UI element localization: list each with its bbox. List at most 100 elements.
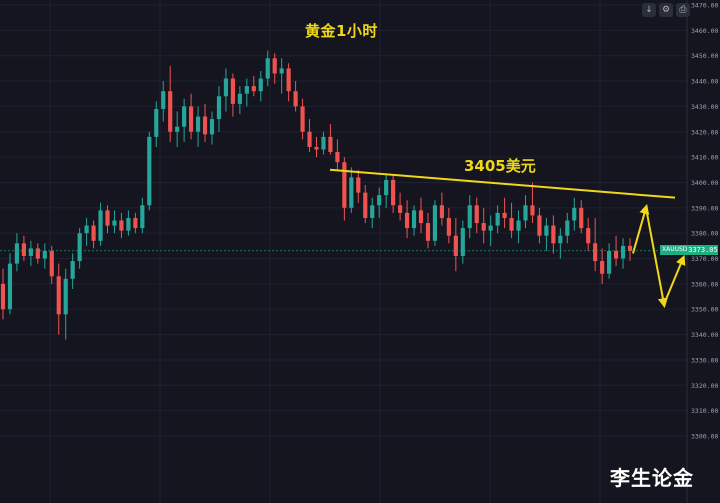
chart-title: 黄金1小时 (305, 22, 378, 40)
y-tick-label: 3470.00 (691, 2, 718, 10)
candle-body (558, 235, 563, 244)
y-tick-label: 3430.00 (691, 103, 718, 111)
candle-body (0, 283, 6, 310)
candle-body (600, 261, 605, 274)
chart-grid (0, 0, 687, 503)
y-tick-label: 3300.00 (691, 433, 718, 441)
candle-body (265, 58, 270, 79)
candle-body (182, 106, 187, 127)
y-tick-label: 3420.00 (691, 128, 718, 136)
y-tick-label: 3360.00 (691, 280, 718, 288)
candle-body (42, 250, 47, 259)
y-tick-label: 3410.00 (691, 154, 718, 162)
price-axis[interactable]: 3300.00 3310.00 3320.00 3330.00 3340.00 3350.… (691, 2, 718, 441)
last-price-tag: 3373.05 (688, 245, 718, 255)
candle-body (565, 220, 570, 236)
camera-icon[interactable]: ⎙ (676, 3, 690, 17)
candle-body (70, 261, 75, 279)
resistance-trendline (329, 168, 676, 199)
candle-body (446, 217, 451, 236)
candle-body (516, 220, 521, 231)
candle-body (425, 223, 431, 241)
candle-body (14, 243, 20, 264)
y-tick-label: 3390.00 (691, 204, 718, 212)
candle-body (363, 192, 368, 218)
candle-body (342, 162, 347, 208)
candle-body (523, 205, 528, 221)
candle-body (112, 220, 117, 226)
candle-body (314, 146, 319, 150)
candle-body (216, 96, 222, 120)
y-tick-label: 3350.00 (691, 306, 718, 314)
candle-body (620, 245, 626, 259)
candle-body (49, 250, 54, 277)
candle-body (579, 207, 584, 229)
candle-body (307, 131, 312, 147)
candle-body (230, 78, 235, 104)
candle-body (300, 106, 305, 132)
candle-body (495, 212, 500, 226)
candle-body (35, 248, 40, 259)
candle-body (119, 220, 124, 231)
annotation-drawings (0, 168, 687, 309)
candle-body (195, 116, 201, 132)
candle-body (453, 235, 458, 256)
candle-body (607, 250, 612, 274)
candle-body (439, 205, 444, 218)
candle-body (279, 68, 284, 74)
y-tick-label: 3330.00 (691, 356, 718, 364)
candle-body (154, 108, 159, 137)
candle-body (593, 243, 598, 262)
forecast-arrow (632, 203, 650, 254)
candle-body (147, 136, 152, 206)
candle-body (321, 136, 326, 150)
candle-body (7, 263, 13, 310)
candle-body (544, 225, 549, 236)
candle-body (502, 212, 507, 218)
candle-body (432, 205, 438, 241)
candle-body (474, 205, 479, 224)
candle-body (133, 217, 138, 229)
candle-body (175, 126, 180, 132)
candle-body (105, 210, 110, 226)
symbol-tag: XAUUSD (660, 245, 690, 255)
candle-body (98, 210, 103, 241)
candle-body (530, 205, 535, 216)
candle-body (488, 225, 493, 231)
y-tick-label: 3450.00 (691, 52, 718, 60)
candle-body (384, 179, 389, 196)
candle-body (84, 225, 89, 234)
candle-body (370, 205, 375, 218)
candle-body (140, 205, 145, 229)
candle-body (293, 91, 298, 107)
gear-icon[interactable]: ⚙ (659, 3, 673, 17)
candle-body (202, 116, 208, 135)
candle-body (391, 179, 396, 206)
candle-body (161, 91, 166, 109)
candle-body (551, 225, 556, 244)
candle-body (398, 205, 403, 213)
candle-body (377, 195, 382, 206)
candle-body (537, 215, 542, 236)
candle-body (627, 245, 633, 251)
candle-body (258, 78, 263, 92)
candle-body (404, 212, 410, 229)
candle-body (251, 86, 256, 92)
candle-body (356, 177, 361, 193)
candle-body (28, 248, 33, 256)
candle-body (77, 233, 82, 262)
y-tick-label: 3320.00 (691, 382, 718, 390)
candle-body (91, 225, 96, 241)
y-tick-label: 3440.00 (691, 78, 718, 86)
arrow-down-icon[interactable]: ↓ (642, 3, 656, 17)
candle-body (237, 93, 242, 104)
candle-body (460, 228, 465, 256)
forecast-arrow (645, 207, 668, 309)
y-tick-label: 3400.00 (691, 179, 718, 187)
candle-body (586, 228, 591, 244)
watermark: 李生论金 (610, 466, 694, 490)
forecast-arrow (663, 254, 686, 305)
y-tick-label: 3460.00 (691, 27, 718, 35)
candle-body (509, 217, 514, 231)
